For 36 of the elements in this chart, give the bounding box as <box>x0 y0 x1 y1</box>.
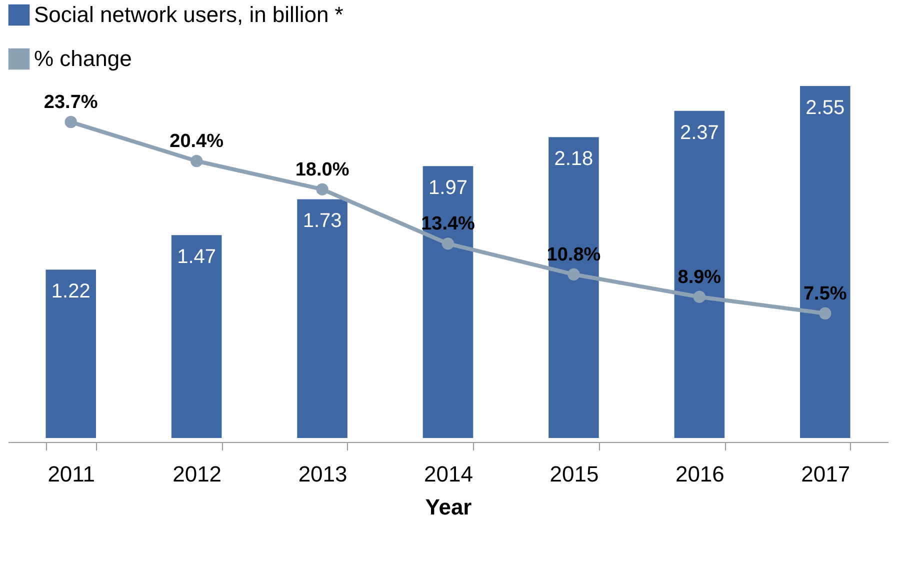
x-axis-title: Year <box>425 494 472 520</box>
legend-label: % change <box>34 46 132 71</box>
data-label: 1.97 <box>428 177 468 200</box>
data-label: 1.73 <box>302 210 342 232</box>
bar <box>422 166 474 438</box>
x-tick-label: 2015 <box>550 462 599 486</box>
data-label: 2.37 <box>680 122 719 144</box>
data-label: 2.55 <box>806 97 845 119</box>
legend-label: Social network users, in billion * <box>34 2 344 27</box>
point <box>819 307 832 320</box>
data-label: 23.7% <box>44 92 98 113</box>
bar <box>171 235 222 438</box>
x-tick-label: 2017 <box>801 462 850 486</box>
data-label: 2.18 <box>554 148 594 170</box>
point <box>190 154 203 168</box>
data-label: 18.0% <box>295 159 350 180</box>
point <box>442 238 454 250</box>
bar <box>800 86 850 438</box>
data-label: 20.4% <box>170 130 224 152</box>
point <box>316 183 328 196</box>
bar <box>674 110 725 438</box>
bar <box>548 137 599 438</box>
x-tick-label: 2011 <box>48 462 96 486</box>
x-tick-label: 2012 <box>172 462 222 486</box>
x-tick-label: 2013 <box>298 462 348 486</box>
bar <box>46 270 96 438</box>
point <box>64 116 77 128</box>
point <box>693 290 706 303</box>
data-label: 7.5% <box>803 283 847 304</box>
x-tick-label: 2014 <box>424 462 473 486</box>
data-label: 1.47 <box>177 246 216 268</box>
x-tick-label: 2016 <box>675 462 724 486</box>
bar <box>297 199 348 438</box>
point <box>568 268 580 281</box>
data-label: 1.22 <box>51 280 90 303</box>
data-label: 8.9% <box>678 266 722 288</box>
